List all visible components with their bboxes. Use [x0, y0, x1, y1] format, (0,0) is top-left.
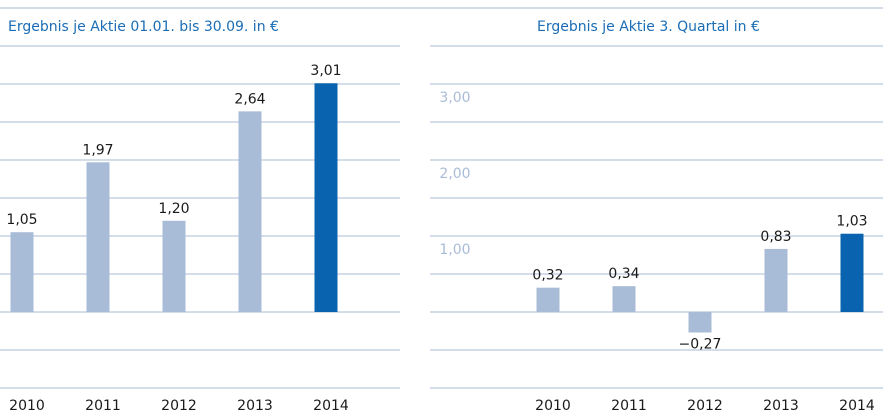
- y-tick-label: 2,00: [439, 166, 470, 182]
- chart-title: Ergebnis je Aktie 01.01. bis 30.09. in €: [8, 19, 279, 35]
- chart-title: Ergebnis je Aktie 3. Quartal in €: [537, 19, 760, 35]
- value-label: 1,20: [158, 201, 189, 217]
- bar: [536, 287, 560, 312]
- x-tick-label: 2014: [313, 398, 349, 414]
- value-label: 1,05: [6, 212, 37, 228]
- value-label: 1,03: [836, 214, 867, 230]
- y-tick-label: 3,00: [439, 90, 470, 106]
- value-label: 1,97: [82, 142, 113, 158]
- bar: [86, 162, 110, 312]
- bar: [238, 111, 262, 312]
- x-tick-label: 2011: [85, 398, 121, 414]
- bar: [612, 286, 636, 312]
- bar: [764, 248, 788, 312]
- x-tick-label: 2013: [237, 398, 273, 414]
- x-tick-label: 2013: [763, 398, 799, 414]
- x-tick-label: 2010: [9, 398, 45, 414]
- x-tick-label: 2011: [611, 398, 647, 414]
- bar: [688, 312, 712, 333]
- value-label: 0,34: [608, 266, 639, 282]
- value-label: 0,32: [532, 268, 563, 284]
- value-label: 2,64: [234, 91, 265, 107]
- x-tick-label: 2014: [839, 398, 875, 414]
- bar: [314, 83, 338, 313]
- y-tick-label: 1,00: [439, 242, 470, 258]
- bar: [840, 233, 864, 312]
- x-tick-label: 2012: [687, 398, 723, 414]
- value-label: 0,83: [760, 229, 791, 245]
- bar: [162, 220, 186, 312]
- x-tick-label: 2010: [535, 398, 571, 414]
- bar: [10, 232, 34, 312]
- value-label: −0,27: [679, 337, 722, 353]
- value-label: 3,01: [310, 63, 341, 79]
- x-tick-label: 2012: [161, 398, 197, 414]
